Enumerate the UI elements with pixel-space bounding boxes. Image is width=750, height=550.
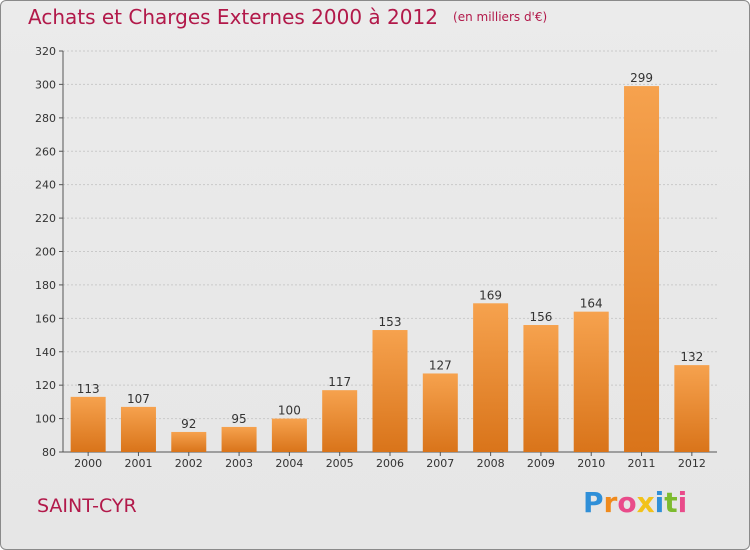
logo-letter: x bbox=[636, 486, 655, 519]
proxiti-logo: Proxiti bbox=[583, 486, 687, 519]
x-tick-label: 2001 bbox=[124, 457, 152, 470]
data-label: 127 bbox=[429, 358, 452, 372]
bar bbox=[372, 330, 408, 452]
bar bbox=[271, 418, 307, 452]
x-tick-label: 2012 bbox=[678, 457, 706, 470]
location-label: SAINT-CYR bbox=[37, 495, 137, 517]
y-tick-label: 120 bbox=[35, 379, 56, 392]
logo-letter: o bbox=[617, 486, 637, 519]
data-label: 95 bbox=[231, 412, 246, 426]
data-label: 107 bbox=[127, 392, 150, 406]
logo-letter: i bbox=[677, 486, 688, 519]
logo-letter: r bbox=[603, 486, 618, 519]
x-tick-label: 2006 bbox=[376, 457, 404, 470]
y-tick-label: 100 bbox=[35, 413, 56, 426]
data-label: 153 bbox=[379, 315, 402, 329]
y-tick-label: 180 bbox=[35, 279, 56, 292]
data-label: 117 bbox=[328, 375, 351, 389]
data-label: 132 bbox=[680, 350, 703, 364]
data-label: 92 bbox=[181, 417, 196, 431]
x-tick-label: 2004 bbox=[275, 457, 303, 470]
bar bbox=[473, 303, 509, 452]
data-label: 113 bbox=[77, 382, 100, 396]
y-tick-label: 280 bbox=[35, 112, 56, 125]
y-tick-label: 240 bbox=[35, 179, 56, 192]
y-tick-label: 260 bbox=[35, 145, 56, 158]
bar bbox=[70, 396, 106, 452]
x-tick-label: 2007 bbox=[426, 457, 454, 470]
x-tick-label: 2010 bbox=[577, 457, 605, 470]
chart-title-block: Achats et Charges Externes 2000 à 2012 (… bbox=[28, 5, 547, 29]
x-tick-label: 2011 bbox=[628, 457, 656, 470]
data-label: 100 bbox=[278, 404, 301, 418]
data-label: 169 bbox=[479, 288, 502, 302]
y-tick-label: 80 bbox=[42, 446, 56, 459]
logo-letter: t bbox=[664, 486, 678, 519]
chart-title: Achats et Charges Externes 2000 à 2012 bbox=[28, 5, 438, 29]
logo-letter: P bbox=[583, 486, 604, 519]
chart-subtitle: (en milliers d'€) bbox=[453, 10, 548, 24]
bar bbox=[171, 431, 207, 452]
y-tick-label: 300 bbox=[35, 78, 56, 91]
data-label: 299 bbox=[630, 71, 653, 85]
x-tick-label: 2005 bbox=[326, 457, 354, 470]
y-tick-label: 220 bbox=[35, 212, 56, 225]
bar bbox=[674, 365, 710, 452]
y-tick-label: 200 bbox=[35, 246, 56, 259]
data-label: 156 bbox=[529, 310, 552, 324]
bar bbox=[221, 426, 257, 452]
bar bbox=[422, 373, 458, 452]
y-tick-label: 140 bbox=[35, 346, 56, 359]
bar bbox=[523, 325, 559, 452]
logo-letter: i bbox=[654, 486, 665, 519]
bar bbox=[573, 311, 609, 452]
x-tick-label: 2009 bbox=[527, 457, 555, 470]
x-tick-label: 2002 bbox=[175, 457, 203, 470]
x-tick-label: 2003 bbox=[225, 457, 253, 470]
x-tick-label: 2008 bbox=[477, 457, 505, 470]
y-tick-label: 160 bbox=[35, 312, 56, 325]
y-tick-label: 320 bbox=[35, 45, 56, 58]
data-label: 164 bbox=[580, 297, 603, 311]
bar bbox=[624, 86, 660, 453]
x-tick-label: 2000 bbox=[74, 457, 102, 470]
bar bbox=[322, 390, 358, 452]
bar bbox=[120, 406, 156, 452]
